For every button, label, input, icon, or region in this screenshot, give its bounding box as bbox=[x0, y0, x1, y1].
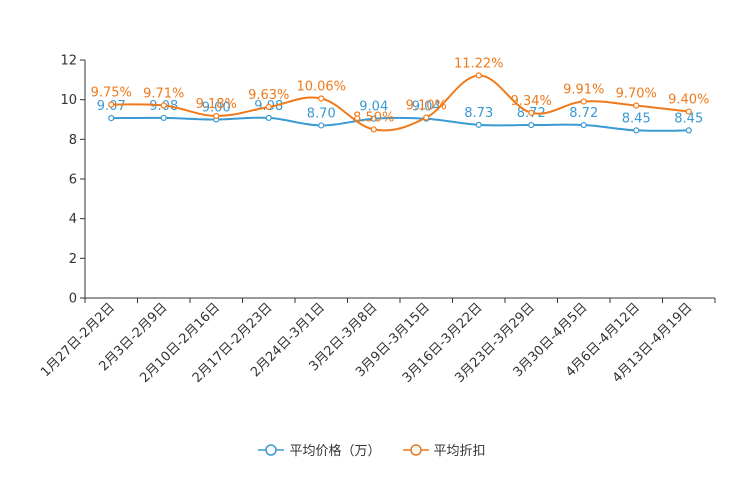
data-point-discount bbox=[370, 126, 377, 133]
legend-item-price[interactable]: 平均价格（万） bbox=[258, 440, 381, 459]
legend: 平均价格（万） 平均折扣 bbox=[0, 440, 744, 459]
data-label-discount: 10.06% bbox=[296, 79, 346, 94]
data-point-price bbox=[160, 114, 167, 122]
y-tick-label: 6 bbox=[69, 173, 77, 188]
y-tick-label: 12 bbox=[60, 54, 77, 69]
data-label-discount: 11.22% bbox=[454, 56, 504, 71]
data-label-discount: 9.40% bbox=[668, 93, 709, 108]
data-point-discount bbox=[475, 72, 482, 79]
data-label-price: 8.73 bbox=[464, 106, 493, 121]
data-point-price bbox=[108, 115, 115, 122]
data-point-discount bbox=[580, 98, 587, 105]
x-axis: 1月27日-2月2日2月3日-2月9日2月10日-2月16日2月17日-2月23… bbox=[38, 297, 716, 386]
data-point-price bbox=[633, 127, 640, 134]
series-discount: 9.75% 9.71% 9.18% 9.63% 10.06% 8.50% 9.10% 11.2… bbox=[91, 56, 709, 133]
data-point-price bbox=[265, 114, 272, 122]
data-point-price bbox=[475, 121, 482, 128]
data-label-discount: 9.18% bbox=[196, 97, 237, 112]
legend-price-label: 平均价格（万） bbox=[289, 444, 381, 459]
data-point-discount bbox=[318, 95, 325, 102]
data-label-price: 8.70 bbox=[307, 106, 336, 121]
data-point-discount bbox=[160, 102, 167, 109]
data-label-price: 9.00 bbox=[202, 101, 231, 116]
data-point-discount bbox=[265, 103, 272, 111]
y-tick-label: 10 bbox=[60, 93, 77, 108]
y-tick-label: 0 bbox=[69, 292, 77, 307]
data-point-discount bbox=[423, 114, 430, 121]
series-price: 9.079.089.009.088.709.049.048.738.728.72… bbox=[97, 99, 703, 134]
data-label-discount: 9.34% bbox=[511, 94, 552, 109]
data-point-discount bbox=[528, 109, 535, 116]
data-point-discount bbox=[633, 102, 640, 109]
series-layer: 9.079.089.009.088.709.049.048.738.728.72… bbox=[91, 56, 709, 134]
series-line-price bbox=[111, 116, 689, 132]
data-point-discount bbox=[108, 101, 115, 108]
y-axis: 0 2 4 6 8 10 12 bbox=[60, 54, 86, 307]
data-point-discount bbox=[213, 112, 220, 120]
data-label-discount: 9.91% bbox=[563, 82, 604, 97]
data-point-price bbox=[685, 127, 692, 134]
legend-item-discount[interactable]: 平均折扣 bbox=[402, 440, 486, 459]
legend-price-icon bbox=[258, 443, 285, 456]
data-point-price bbox=[370, 115, 377, 122]
y-tick-label: 4 bbox=[69, 212, 77, 227]
data-label-price: 9.04 bbox=[412, 100, 441, 115]
y-tick-label: 2 bbox=[69, 252, 77, 267]
data-point-price bbox=[318, 122, 325, 129]
data-label-price: 9.04 bbox=[359, 100, 388, 115]
y-tick-label: 8 bbox=[69, 133, 77, 148]
data-point-price bbox=[580, 121, 587, 129]
legend-discount-icon bbox=[402, 443, 429, 456]
data-label-discount: 9.75% bbox=[91, 86, 132, 101]
data-label-discount: 9.70% bbox=[616, 87, 657, 102]
data-point-discount bbox=[685, 108, 692, 115]
data-label-price: 8.72 bbox=[569, 106, 598, 121]
data-label-price: 8.45 bbox=[674, 111, 703, 126]
data-label-price: 8.45 bbox=[622, 111, 651, 126]
data-label-discount: 8.50% bbox=[353, 110, 394, 125]
data-label-discount: 9.63% bbox=[248, 88, 289, 103]
data-label-discount: 9.71% bbox=[143, 86, 184, 101]
legend-discount-label: 平均折扣 bbox=[433, 444, 486, 459]
data-label-discount: 9.10% bbox=[406, 99, 447, 114]
data-point-price bbox=[528, 121, 535, 129]
